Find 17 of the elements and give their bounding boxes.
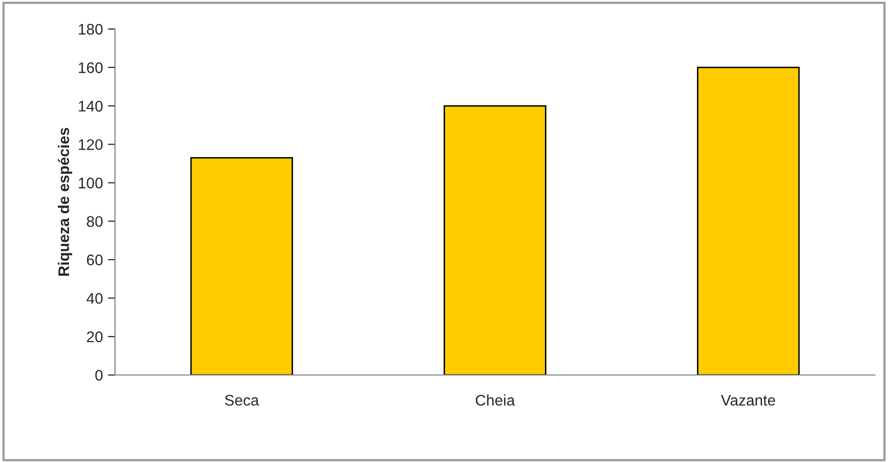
y-tick-label: 120: [78, 139, 103, 150]
y-tick-label: 180: [78, 24, 103, 35]
bar: [444, 105, 546, 375]
bar: [190, 157, 294, 375]
x-tick-label: Seca: [224, 394, 260, 406]
y-tick-label: 160: [78, 62, 103, 74]
x-tick-label: Cheia: [476, 394, 515, 406]
y-tick-label: 60: [86, 254, 103, 266]
y-tick-label: 40: [86, 292, 103, 304]
bar: [696, 66, 800, 375]
x-tick-label: Vazante: [720, 395, 776, 406]
y-tick-label: 0: [95, 370, 103, 381]
y-axis-title: Riqueza de espécies: [58, 128, 72, 276]
y-tick-label: 20: [86, 331, 103, 342]
y-tick-label: 80: [86, 216, 103, 227]
y-tick-label: 140: [78, 100, 103, 112]
y-tick-label: 100: [78, 178, 103, 188]
